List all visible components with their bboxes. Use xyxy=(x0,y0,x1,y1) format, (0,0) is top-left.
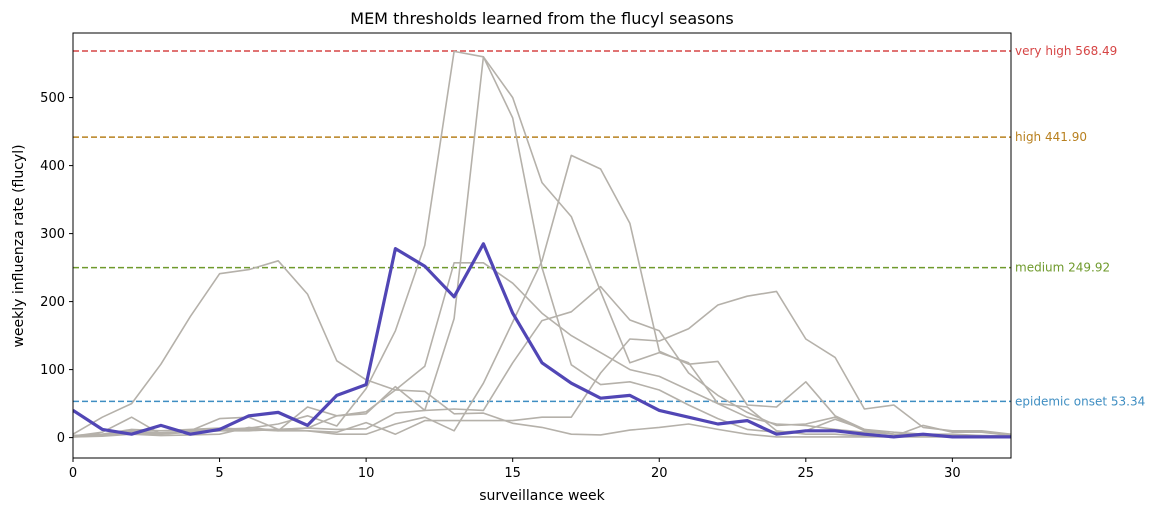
y-tick-label: 300 xyxy=(40,227,65,242)
background-series-line xyxy=(73,261,1011,438)
x-axis-label: surveillance week xyxy=(479,488,605,504)
threshold-labels: very high 568.49 high 441.90 medium 249.92… xyxy=(1015,44,1145,408)
y-axis-label: weekly influenza rate (flucyl) xyxy=(11,144,27,347)
background-series-line xyxy=(73,154,1011,437)
y-tick-label: 500 xyxy=(40,91,65,106)
y-tick-label: 100 xyxy=(40,363,65,378)
y-tick-label: 400 xyxy=(40,159,65,174)
background-series xyxy=(73,50,1011,439)
background-series-line xyxy=(73,55,1011,438)
highlight-series xyxy=(73,242,1011,439)
threshold-label: very high 568.49 xyxy=(1015,44,1117,58)
x-axis: 0 5 10 15 20 25 30 xyxy=(69,458,961,481)
x-tick-label: 30 xyxy=(944,466,961,481)
chart-title: MEM thresholds learned from the flucyl s… xyxy=(350,9,733,28)
y-axis: 0 100 200 300 400 500 xyxy=(40,91,73,446)
threshold-label: high 441.90 xyxy=(1015,130,1087,144)
threshold-label: epidemic onset 53.34 xyxy=(1015,394,1145,408)
threshold-label: medium 249.92 xyxy=(1015,261,1110,275)
x-tick-label: 5 xyxy=(215,466,223,481)
background-series-line xyxy=(73,290,1011,438)
highlight-series-line xyxy=(73,242,1011,439)
y-tick-label: 0 xyxy=(57,431,65,446)
x-tick-label: 20 xyxy=(651,466,668,481)
x-tick-label: 25 xyxy=(798,466,815,481)
background-series-line xyxy=(73,259,1011,439)
plot-area: 0 5 10 15 20 25 30 0 100 200 300 400 500 very high … xyxy=(40,32,1145,481)
background-series-line xyxy=(73,285,1011,437)
background-series-line xyxy=(73,50,1011,438)
x-tick-label: 0 xyxy=(69,466,77,481)
threshold-lines xyxy=(73,50,1011,403)
y-tick-label: 200 xyxy=(40,295,65,310)
x-tick-label: 10 xyxy=(358,466,375,481)
x-tick-label: 15 xyxy=(504,466,521,481)
plot-frame xyxy=(72,32,1012,459)
